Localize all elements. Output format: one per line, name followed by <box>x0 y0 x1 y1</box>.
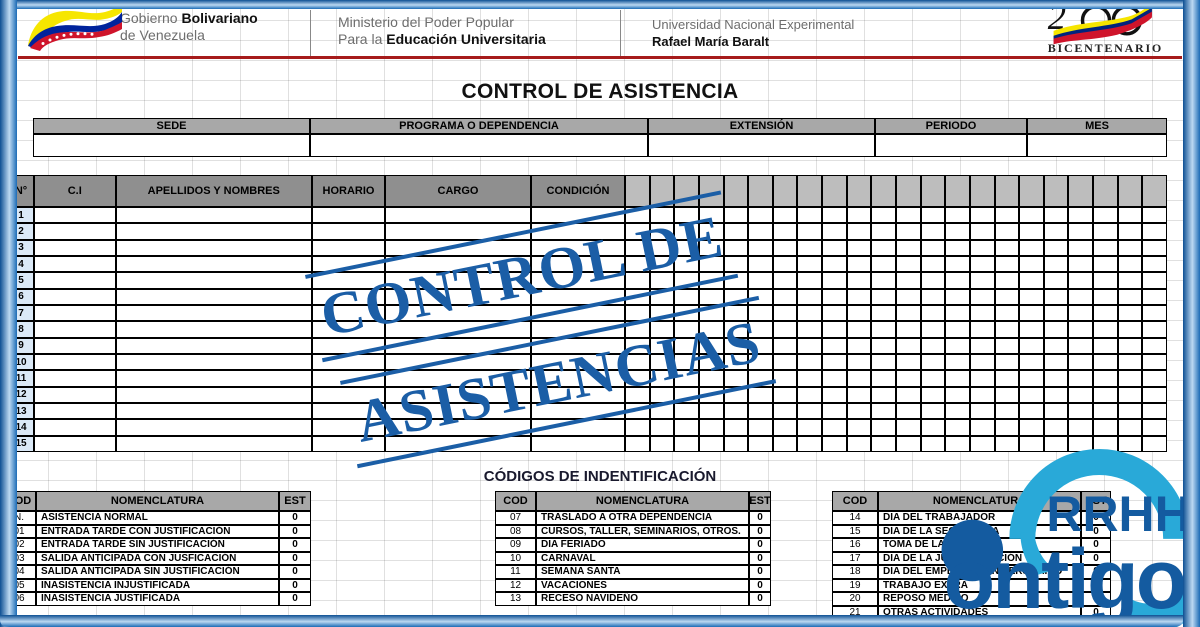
svg-text:ontigo: ontigo <box>943 531 1184 626</box>
svg-text:BICENTENARIO: BICENTENARIO <box>1048 41 1163 55</box>
